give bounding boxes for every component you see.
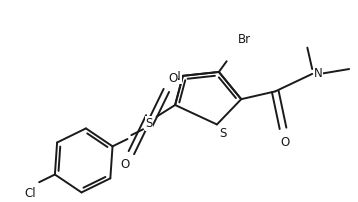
Text: O: O: [168, 72, 178, 85]
Text: N: N: [314, 67, 323, 80]
Text: O: O: [120, 159, 129, 171]
Text: O: O: [280, 136, 290, 149]
Text: N: N: [172, 70, 181, 83]
Text: S: S: [145, 117, 153, 130]
Text: S: S: [219, 127, 226, 140]
Text: Cl: Cl: [25, 187, 36, 200]
Text: Br: Br: [238, 33, 251, 46]
